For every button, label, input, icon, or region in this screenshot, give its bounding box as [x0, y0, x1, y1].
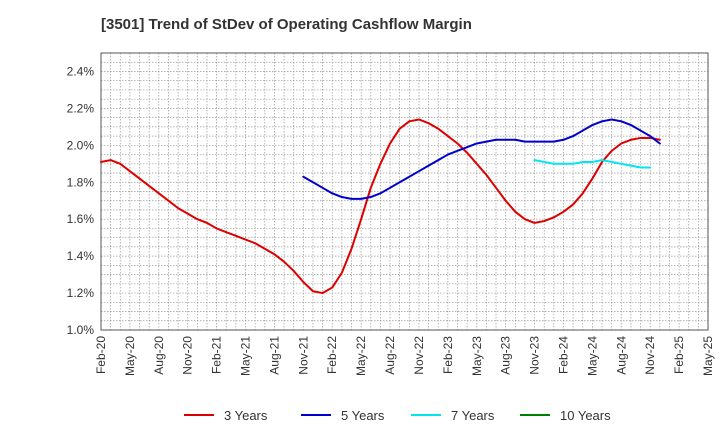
y-tick-label: 1.2%	[67, 286, 95, 300]
x-tick-label: May-20	[123, 336, 137, 376]
chart-title: [3501] Trend of StDev of Operating Cashf…	[101, 16, 472, 33]
x-tick-label: Nov-21	[296, 336, 310, 375]
x-tick-label: May-24	[585, 336, 599, 376]
x-tick-label: Feb-21	[210, 336, 224, 374]
series-lines	[100, 118, 661, 295]
y-tick-label: 2.0%	[67, 138, 95, 152]
legend-label: 10 Years	[560, 408, 611, 423]
y-tick-label: 2.2%	[67, 101, 95, 115]
series-line-7-years	[533, 159, 652, 169]
x-tick-label: Feb-25	[672, 336, 686, 374]
y-tick-label: 1.8%	[67, 175, 95, 189]
axes: 1.0% 1.2% 1.4% 1.6% 1.8% 2.0% 2.2% 2.4% Feb-20 Ma…	[67, 52, 715, 376]
x-tick-label: May-23	[470, 336, 484, 376]
x-tick-label: Nov-23	[528, 336, 542, 375]
legend: 3 Years 5 Years 7 Years 10 Years	[184, 408, 611, 423]
x-tick-label: Aug-22	[383, 336, 397, 375]
grid	[100, 52, 709, 331]
y-tick-label: 2.4%	[67, 64, 95, 78]
legend-label: 5 Years	[341, 408, 385, 423]
y-tick-label: 1.4%	[67, 249, 95, 263]
series-line-5-years	[302, 118, 661, 200]
x-tick-label: May-22	[354, 336, 368, 376]
x-tick-label: Aug-21	[267, 336, 281, 375]
legend-label: 3 Years	[224, 408, 268, 423]
x-tick-label: Nov-22	[412, 336, 426, 375]
y-tick-label: 1.6%	[67, 212, 95, 226]
x-tick-label: Aug-23	[499, 336, 513, 375]
x-tick-label: Aug-24	[614, 336, 628, 375]
x-tick-label: Feb-22	[325, 336, 339, 374]
x-tick-label: Feb-20	[94, 336, 108, 374]
x-tick-label: Nov-24	[643, 336, 657, 375]
y-tick-label: 1.0%	[67, 323, 95, 337]
x-tick-label: May-21	[239, 336, 253, 376]
series-line-3-years	[100, 118, 661, 295]
plot-frame	[100, 52, 709, 331]
x-tick-label: Aug-20	[152, 336, 166, 375]
x-tick-label: May-25	[701, 336, 715, 376]
x-tick-label: Feb-24	[556, 336, 570, 374]
legend-label: 7 Years	[451, 408, 495, 423]
x-tick-label: Nov-20	[181, 336, 195, 375]
x-tick-label: Feb-23	[441, 336, 455, 374]
